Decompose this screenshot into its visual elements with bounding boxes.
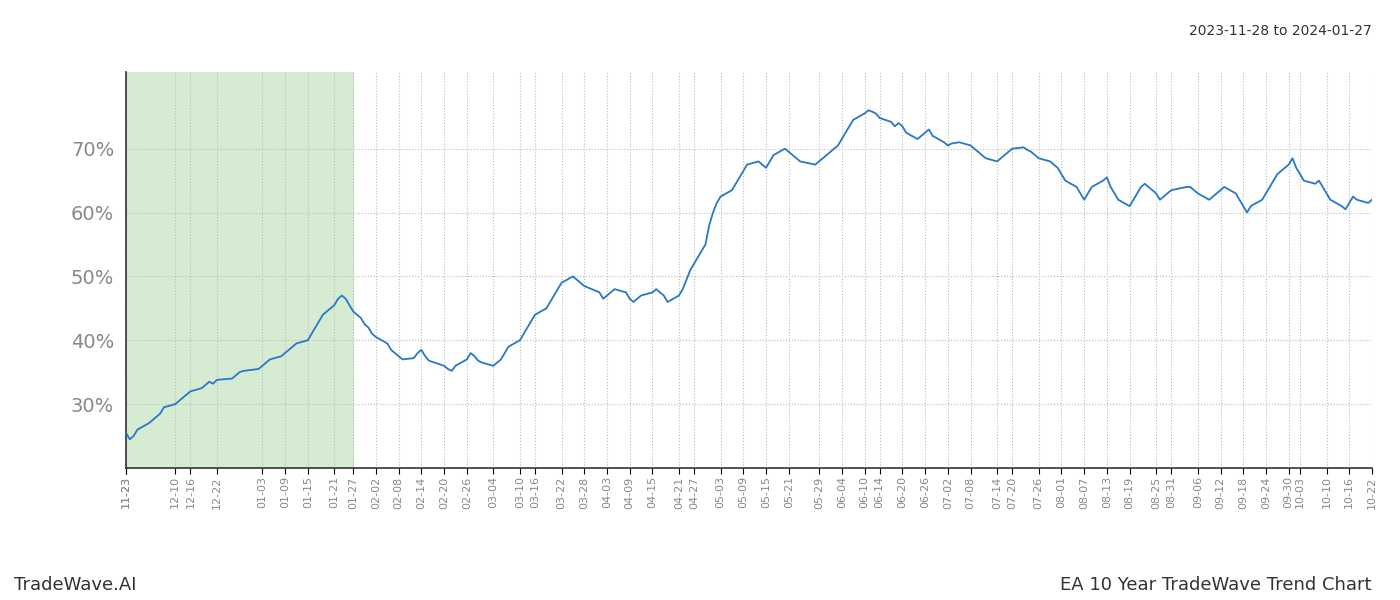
Text: 2023-11-28 to 2024-01-27: 2023-11-28 to 2024-01-27: [1189, 24, 1372, 38]
Text: TradeWave.AI: TradeWave.AI: [14, 576, 137, 594]
Text: EA 10 Year TradeWave Trend Chart: EA 10 Year TradeWave Trend Chart: [1061, 576, 1372, 594]
Bar: [126, 72, 353, 468]
